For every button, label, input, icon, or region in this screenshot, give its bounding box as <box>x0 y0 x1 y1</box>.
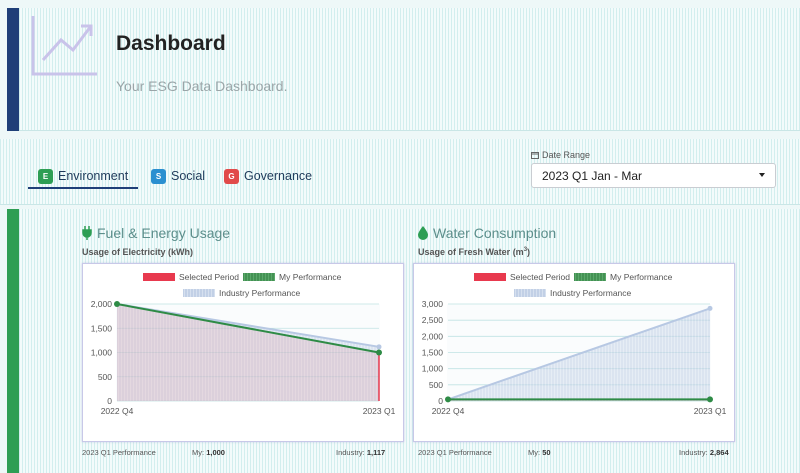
date-range-label: Date Range <box>531 150 590 160</box>
header-accent-bar <box>7 8 19 131</box>
water-footer-my-value: 50 <box>542 448 551 457</box>
y-tick-label: 2,000 <box>91 299 113 309</box>
energy-footer-industry-label: Industry: <box>336 448 365 457</box>
my-area <box>117 304 379 401</box>
plug-icon <box>82 226 92 240</box>
header-panel <box>19 8 800 131</box>
energy-footer-industry-value: 1,117 <box>366 448 386 457</box>
environment-content: Fuel & Energy Usage Usage of Electricity… <box>0 207 800 473</box>
y-tick-label: 1,000 <box>422 364 444 374</box>
y-tick-label: 2,500 <box>422 315 444 325</box>
tab-environment[interactable]: E Environment <box>38 165 128 187</box>
tab-bar: E Environment S Social G Governance Date… <box>0 139 800 205</box>
energy-card-subtitle: Usage of Electricity (kWh) <box>82 247 194 257</box>
energy-chart: Selected Period My Performance Industry Pe… <box>82 263 404 442</box>
page-header: Dashboard Your ESG Data Dashboard. <box>0 0 800 133</box>
page-subtitle: Your ESG Data Dashboard. <box>116 78 288 94</box>
environment-badge: E <box>38 168 53 184</box>
date-range-label-text: Date Range <box>542 150 591 160</box>
legend-industry-swatch <box>514 289 546 297</box>
trend-chart-icon <box>31 16 97 76</box>
my-point <box>376 349 382 356</box>
energy-card-title-text: Fuel & Energy Usage <box>97 225 231 241</box>
water-footer-industry-label: Industry: <box>679 448 708 457</box>
tab-social-label: Social <box>171 169 206 183</box>
legend-my-label: My Performance <box>610 272 673 282</box>
social-badge: S <box>151 168 166 184</box>
active-tab-indicator <box>28 187 138 189</box>
my-point <box>707 396 713 403</box>
energy-footer-industry: Industry: 1,117 <box>336 448 385 457</box>
x-tick-label: 2022 Q4 <box>101 406 134 416</box>
y-tick-label: 500 <box>98 372 112 382</box>
tab-governance-label: Governance <box>244 169 313 183</box>
legend-selected-label: Selected Period <box>510 272 570 282</box>
date-range-select[interactable]: 2023 Q1 Jan - Mar <box>531 163 776 188</box>
energy-chart-svg: Selected Period My Performance Industry Pe… <box>91 272 396 416</box>
legend-industry-label: Industry Performance <box>219 288 301 298</box>
water-card-subtitle: Usage of Fresh Water (m3) <box>418 247 530 257</box>
legend-my-swatch <box>243 273 275 281</box>
legend-my-swatch <box>574 273 606 281</box>
water-card-subtitle-text: Usage of Fresh Water (m <box>418 247 524 257</box>
water-footer-period: 2023 Q1 Performance <box>418 448 492 457</box>
water-card-title-text: Water Consumption <box>433 225 557 241</box>
calendar-icon <box>531 152 539 159</box>
x-tick-label: 2023 Q1 <box>694 406 727 416</box>
water-card-subtitle-end: ) <box>527 247 531 257</box>
water-footer-my: My: 50 <box>528 448 551 457</box>
tab-environment-label: Environment <box>58 169 129 183</box>
energy-footer-my: My: 1,000 <box>192 448 225 457</box>
my-point <box>445 396 451 403</box>
legend-my-label: My Performance <box>279 272 342 282</box>
industry-area <box>117 304 379 401</box>
x-tick-label: 2023 Q1 <box>363 406 396 416</box>
water-drop-icon <box>418 226 428 240</box>
y-tick-label: 1,500 <box>422 348 444 358</box>
my-point <box>114 301 120 307</box>
y-tick-label: 3,000 <box>422 299 444 309</box>
energy-footer-my-value: 1,000 <box>206 448 225 457</box>
y-tick-label: 2,000 <box>422 331 444 341</box>
date-range-value: 2023 Q1 Jan - Mar <box>542 169 643 183</box>
water-footer-my-label: My: <box>528 448 541 457</box>
page-title: Dashboard <box>116 32 226 55</box>
water-footer-industry: Industry: 2,864 <box>679 448 729 457</box>
tab-social[interactable]: S Social <box>151 165 205 187</box>
water-chart-svg: Selected Period My Performance Industry Pe… <box>422 272 727 416</box>
y-tick-label: 1,500 <box>91 323 113 333</box>
legend-industry-swatch <box>183 289 215 297</box>
water-chart: Selected Period My Performance Industry Pe… <box>413 263 735 442</box>
industry-line <box>447 307 711 401</box>
water-footer-industry-value: 2,864 <box>709 448 729 457</box>
governance-badge: G <box>224 168 239 184</box>
y-tick-label: 500 <box>429 380 443 390</box>
energy-card-title: Fuel & Energy Usage <box>82 225 230 241</box>
y-tick-label: 1,000 <box>91 348 113 358</box>
industry-point <box>376 344 382 350</box>
legend-industry-label: Industry Performance <box>550 288 632 298</box>
y-tick-label: 0 <box>438 396 443 406</box>
water-card-subtitle-sup: 3 <box>523 247 528 253</box>
water-card-title: Water Consumption <box>418 225 556 241</box>
industry-point <box>707 305 713 311</box>
chevron-down-icon <box>759 173 765 177</box>
x-tick-label: 2022 Q4 <box>432 406 465 416</box>
content-accent-bar <box>7 209 19 473</box>
my-performance-line <box>116 303 380 354</box>
energy-footer-period: 2023 Q1 Performance <box>82 448 156 457</box>
y-tick-label: 0 <box>107 396 112 406</box>
energy-footer-my-label: My: <box>192 448 205 457</box>
legend-selected-swatch <box>474 273 506 281</box>
legend-selected-swatch <box>143 273 175 281</box>
legend-selected-label: Selected Period <box>179 272 239 282</box>
tab-governance[interactable]: G Governance <box>224 165 312 187</box>
